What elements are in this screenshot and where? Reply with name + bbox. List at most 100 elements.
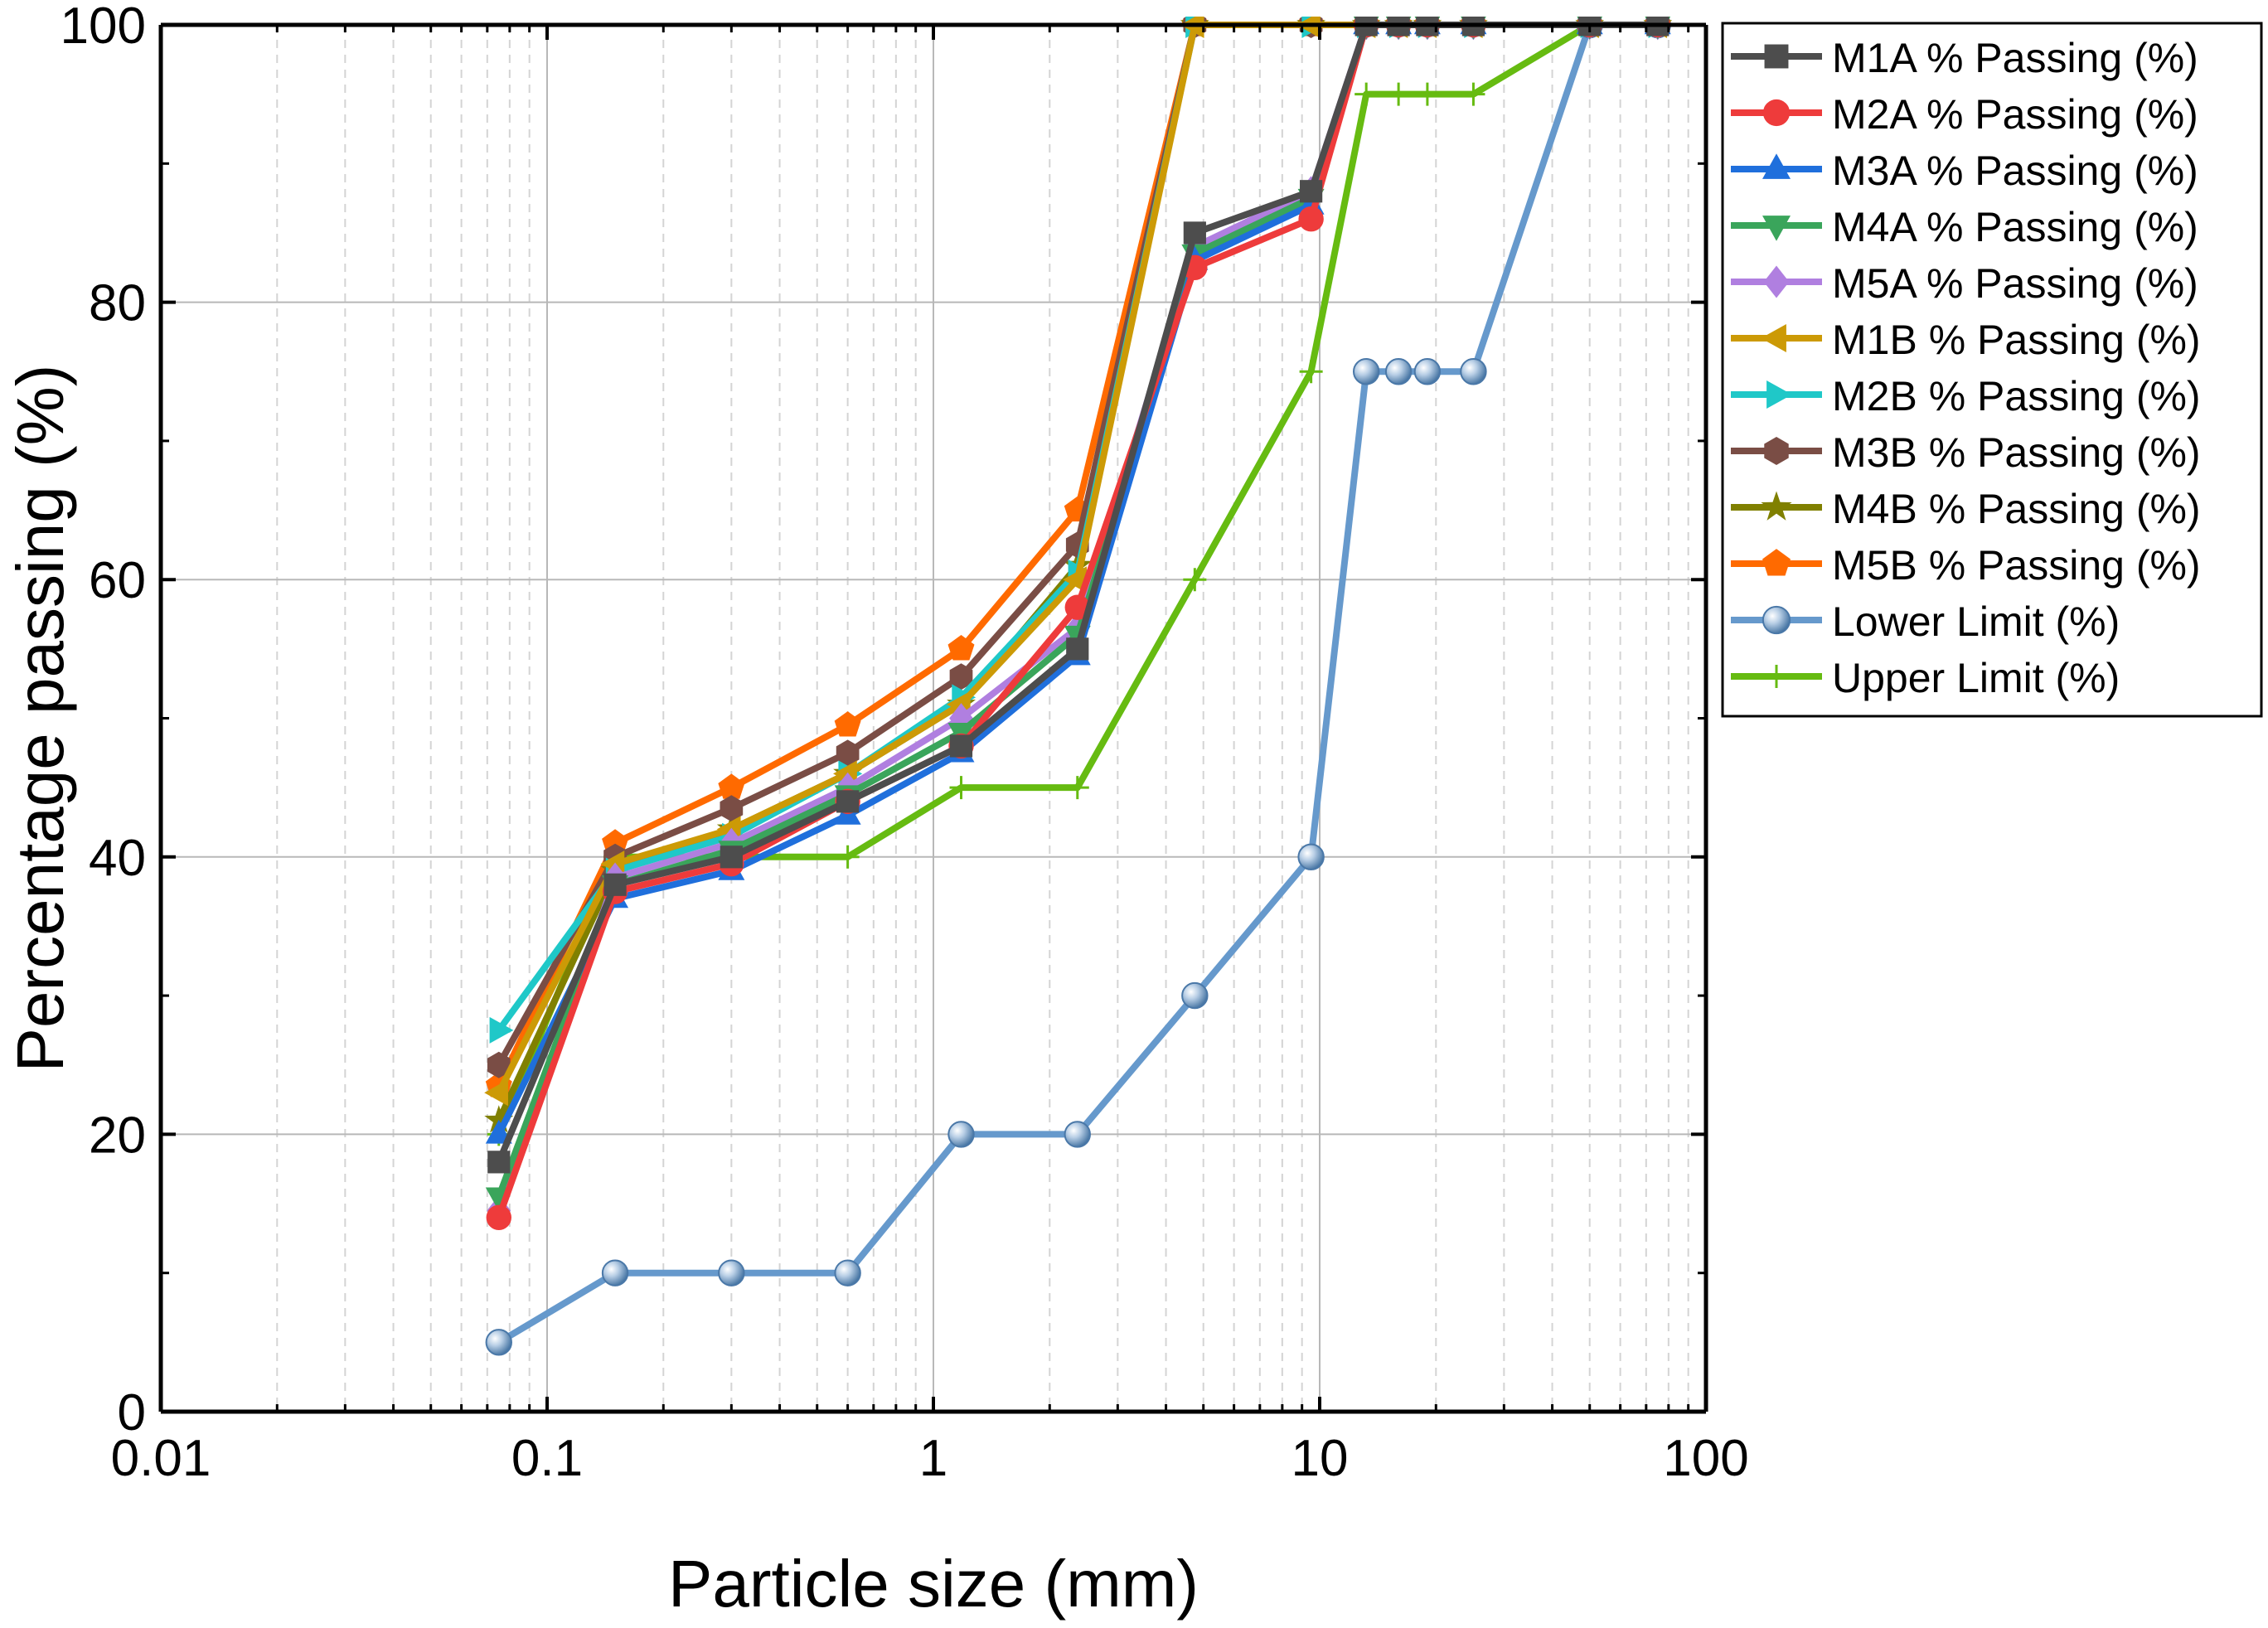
legend: M1A % Passing (%) M2A % Passing (%) M3A % …	[1721, 22, 2263, 718]
series-m1a	[487, 17, 1670, 1174]
legend-swatch-marker	[1766, 380, 1792, 409]
x-axis-title: Particle size (mm)	[668, 1547, 1199, 1621]
data-point	[836, 739, 860, 767]
legend-swatch-marker	[1762, 99, 1791, 127]
x-tick-label: 100	[1663, 1430, 1748, 1487]
data-point	[949, 663, 973, 690]
data-point	[1461, 82, 1485, 106]
legend-swatch-marker	[1765, 665, 1788, 688]
legend-label: M4B % Passing (%)	[1832, 486, 2201, 532]
legend-swatch-marker	[1762, 549, 1791, 576]
data-point	[949, 776, 973, 800]
data-point	[1299, 360, 1323, 384]
legend-label: M1A % Passing (%)	[1832, 35, 2198, 81]
data-point	[1384, 358, 1413, 385]
legend-item: M3A % Passing (%)	[1731, 148, 2198, 194]
legend-label: Upper Limit (%)	[1832, 655, 2120, 701]
series-lower	[485, 17, 1671, 1356]
legend-label: M3B % Passing (%)	[1832, 429, 2201, 476]
data-point	[487, 1051, 511, 1078]
y-tick-label: 100	[61, 0, 146, 55]
data-point	[836, 845, 860, 869]
data-point	[1063, 566, 1087, 594]
legend-item: M5B % Passing (%)	[1731, 542, 2201, 589]
x-tick-label: 0.01	[111, 1430, 211, 1487]
legend-swatch-marker	[1761, 324, 1786, 352]
legend-item: M2A % Passing (%)	[1731, 91, 2198, 138]
y-tick-label: 60	[89, 552, 146, 609]
data-point	[1387, 82, 1411, 106]
legend-item: M1A % Passing (%)	[1731, 35, 2198, 81]
series-line	[495, 22, 1661, 1165]
data-point	[1460, 358, 1487, 385]
data-point	[484, 1105, 514, 1133]
data-point	[1180, 17, 1204, 38]
y-tick-label: 80	[89, 275, 146, 332]
y-tick-label: 40	[89, 830, 146, 887]
legend-item: M1B % Passing (%)	[1731, 317, 2201, 363]
data-point	[834, 1259, 861, 1286]
x-tick-label: 10	[1292, 1430, 1349, 1487]
y-tick-label: 20	[89, 1107, 146, 1164]
data-point	[1415, 82, 1439, 106]
data-point	[718, 1259, 745, 1286]
legend-label: M2B % Passing (%)	[1832, 373, 2201, 419]
legend-label: M5B % Passing (%)	[1832, 542, 2201, 589]
data-point	[485, 1329, 512, 1356]
legend-swatch-marker	[1763, 265, 1790, 298]
axes: 0.01 0.1 1 10 100 0 20 40 60 80 100 Particle size (…	[3, 0, 1749, 1621]
legend-label: M3A % Passing (%)	[1832, 148, 2198, 194]
legend-label: M5A % Passing (%)	[1832, 260, 2198, 307]
data-point	[487, 1151, 511, 1174]
data-point	[720, 795, 744, 822]
data-point	[489, 1016, 514, 1044]
legend-item: Upper Limit (%)	[1731, 655, 2120, 701]
legend-label: Lower Limit (%)	[1832, 598, 2120, 645]
data-point	[1065, 776, 1089, 800]
data-point	[1354, 82, 1379, 106]
legend-label: M1B % Passing (%)	[1832, 317, 2201, 363]
data-point	[1352, 358, 1380, 385]
legend-swatch-marker	[1764, 44, 1789, 69]
legend-swatch-marker	[1762, 216, 1791, 241]
x-tick-label: 0.1	[511, 1430, 583, 1487]
data-point	[1064, 1121, 1091, 1148]
data-point	[1297, 843, 1325, 871]
legend-item: M2B % Passing (%)	[1731, 373, 2201, 419]
legend-item: M4B % Passing (%)	[1731, 486, 2201, 532]
legend-label: M2A % Passing (%)	[1832, 91, 2198, 138]
legend-swatch-marker	[1762, 153, 1791, 179]
data-point	[836, 790, 860, 813]
legend-item: M5A % Passing (%)	[1731, 260, 2198, 307]
data-point	[949, 734, 973, 758]
legend-swatch-marker	[1761, 491, 1792, 521]
plot-area	[484, 17, 1673, 1356]
data-point	[603, 873, 627, 896]
x-tick-label: 1	[919, 1430, 947, 1487]
data-point	[1300, 180, 1323, 203]
legend-item: M4A % Passing (%)	[1731, 204, 2198, 250]
legend-swatch-marker	[1762, 605, 1791, 635]
legend-item: M3B % Passing (%)	[1731, 429, 2201, 476]
data-point	[947, 1121, 975, 1148]
data-point	[1064, 594, 1090, 620]
legend-item: Lower Limit (%)	[1731, 598, 2120, 645]
data-point	[601, 1259, 629, 1286]
legend-box	[1721, 22, 2263, 718]
data-point	[1413, 358, 1442, 385]
data-point	[718, 773, 745, 799]
legend-swatch-marker	[1764, 437, 1789, 465]
data-point	[720, 845, 743, 869]
data-point	[484, 1079, 508, 1107]
y-axis-title: Percentage passing (%)	[3, 365, 77, 1073]
y-tick-label: 0	[118, 1384, 146, 1441]
series-m3b	[487, 17, 1670, 1078]
data-point	[1298, 206, 1324, 232]
series-layer	[484, 17, 1673, 1356]
data-point	[486, 1204, 511, 1230]
data-point	[1066, 637, 1089, 661]
legend-label: M4A % Passing (%)	[1832, 204, 2198, 250]
data-point	[1181, 981, 1209, 1010]
data-point	[947, 635, 975, 661]
